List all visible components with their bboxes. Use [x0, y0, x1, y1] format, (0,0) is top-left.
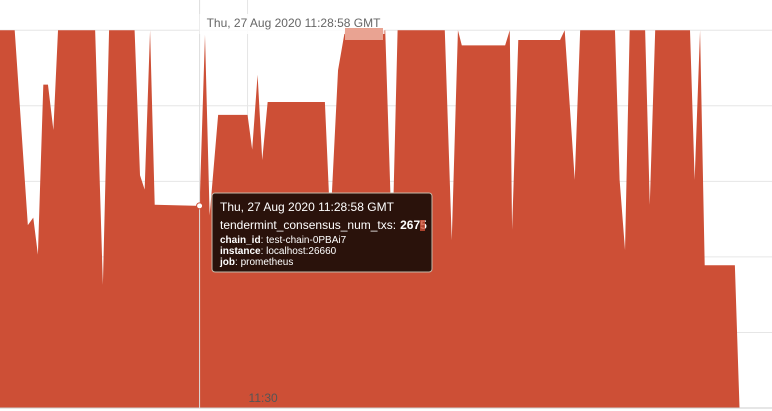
label-sep: :	[261, 235, 267, 246]
hover-point	[196, 202, 204, 210]
tooltip: Thu, 27 Aug 2020 11:28:58 GMT tendermint_…	[211, 192, 433, 273]
series-swatch	[420, 220, 425, 231]
tooltip-metric: tendermint_consensus_num_txs: 2675	[220, 218, 427, 232]
label-key: job	[219, 257, 235, 268]
metric-name: tendermint_consensus_num_txs:	[220, 218, 396, 232]
tooltip-box	[211, 192, 433, 273]
hover-time-label: Thu, 27 Aug 2020 11:28:58 GMT	[207, 16, 382, 30]
highlight	[345, 28, 383, 40]
label-key: chain_id	[220, 235, 261, 246]
label-value: test-chain-0PBAi7	[266, 235, 346, 246]
x-tick-label: 11:30	[249, 391, 278, 405]
label-sep: :	[261, 246, 267, 257]
label-sep: :	[235, 257, 241, 268]
label-value: localhost:26660	[266, 246, 336, 257]
label-key: instance	[220, 246, 261, 257]
tooltip-label: chain_id: test-chain-0PBAi7	[220, 235, 347, 246]
tooltip-label: job: prometheus	[219, 257, 293, 268]
tooltip-time: Thu, 27 Aug 2020 11:28:58 GMT	[220, 200, 395, 214]
tooltip-label: instance: localhost:26660	[220, 246, 337, 257]
time-label-bg	[199, 14, 385, 34]
label-value: prometheus	[241, 257, 294, 268]
